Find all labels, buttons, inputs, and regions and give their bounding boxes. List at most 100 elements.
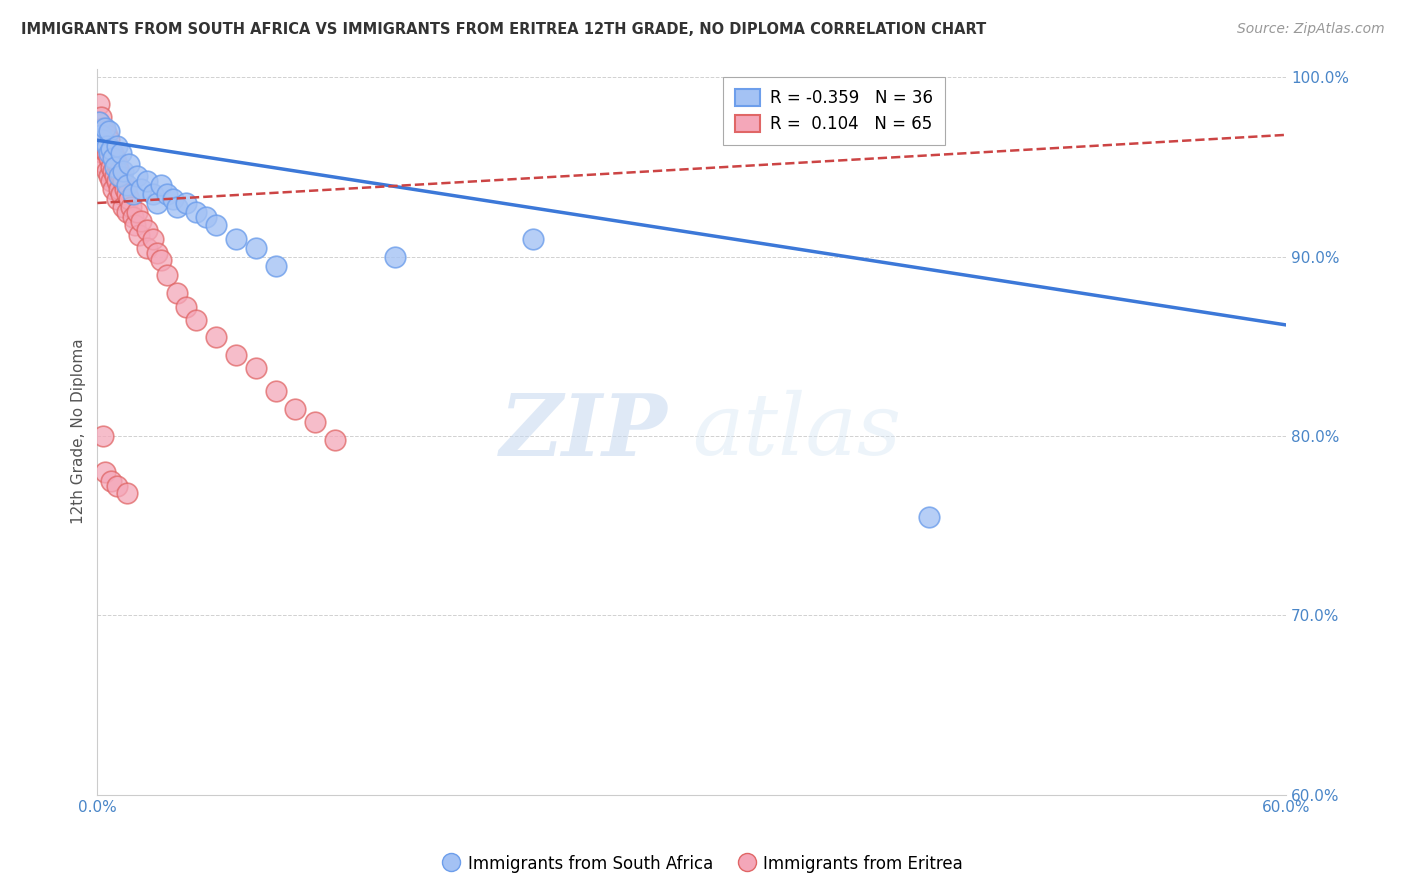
Point bbox=[245, 361, 267, 376]
Point bbox=[100, 474, 122, 488]
Point bbox=[104, 160, 127, 174]
Point bbox=[104, 169, 127, 183]
Point bbox=[91, 133, 114, 147]
Point bbox=[100, 142, 122, 156]
Point bbox=[90, 142, 112, 156]
Point bbox=[96, 163, 118, 178]
Point bbox=[90, 128, 112, 142]
Point bbox=[108, 169, 131, 183]
Point bbox=[105, 138, 128, 153]
Point bbox=[105, 479, 128, 493]
Point bbox=[264, 259, 287, 273]
Point bbox=[118, 156, 141, 170]
Point bbox=[89, 97, 111, 112]
Point bbox=[186, 312, 208, 326]
Point bbox=[94, 124, 117, 138]
Point bbox=[166, 200, 188, 214]
Point bbox=[323, 433, 346, 447]
Point bbox=[225, 348, 247, 362]
Point bbox=[110, 169, 132, 183]
Point bbox=[264, 384, 287, 399]
Point bbox=[98, 145, 121, 160]
Point bbox=[112, 174, 135, 188]
Point bbox=[91, 133, 114, 147]
Point bbox=[142, 187, 165, 202]
Point bbox=[156, 187, 179, 202]
Point bbox=[142, 232, 165, 246]
Point bbox=[105, 156, 128, 170]
Point bbox=[110, 145, 132, 160]
Point bbox=[103, 181, 125, 195]
Point bbox=[135, 174, 157, 188]
Point bbox=[284, 402, 307, 417]
Point bbox=[135, 241, 157, 255]
Point bbox=[129, 181, 152, 195]
Point bbox=[98, 124, 121, 138]
Point bbox=[304, 415, 326, 429]
Point bbox=[96, 138, 118, 153]
Text: atlas: atlas bbox=[692, 391, 901, 473]
Legend: R = -0.359   N = 36, R =  0.104   N = 65: R = -0.359 N = 36, R = 0.104 N = 65 bbox=[724, 77, 945, 145]
Point bbox=[114, 181, 136, 195]
Point bbox=[100, 174, 122, 188]
Text: ZIP: ZIP bbox=[501, 390, 668, 474]
Point bbox=[94, 120, 117, 135]
Point bbox=[118, 193, 141, 207]
Point bbox=[205, 218, 228, 232]
Y-axis label: 12th Grade, No Diploma: 12th Grade, No Diploma bbox=[72, 339, 86, 524]
Point bbox=[98, 133, 121, 147]
Point bbox=[90, 128, 112, 142]
Point bbox=[149, 253, 172, 268]
Point bbox=[125, 205, 148, 219]
Point bbox=[94, 156, 117, 170]
Point bbox=[108, 163, 131, 178]
Point bbox=[89, 115, 111, 129]
Point bbox=[384, 250, 406, 264]
Point bbox=[120, 200, 142, 214]
Point bbox=[91, 145, 114, 160]
Point bbox=[186, 205, 208, 219]
Point bbox=[245, 241, 267, 255]
Text: Source: ZipAtlas.com: Source: ZipAtlas.com bbox=[1237, 22, 1385, 37]
Point bbox=[98, 169, 121, 183]
Point bbox=[105, 174, 128, 188]
Point bbox=[125, 169, 148, 183]
Point bbox=[115, 187, 138, 202]
Point bbox=[124, 218, 146, 232]
Point bbox=[146, 246, 169, 260]
Point bbox=[108, 181, 131, 195]
Text: IMMIGRANTS FROM SOUTH AFRICA VS IMMIGRANTS FROM ERITREA 12TH GRADE, NO DIPLOMA C: IMMIGRANTS FROM SOUTH AFRICA VS IMMIGRAN… bbox=[21, 22, 987, 37]
Point bbox=[100, 160, 122, 174]
Point bbox=[149, 178, 172, 192]
Point bbox=[105, 193, 128, 207]
Point bbox=[176, 300, 198, 314]
Point bbox=[176, 196, 198, 211]
Point bbox=[91, 120, 114, 135]
Point bbox=[166, 285, 188, 300]
Point bbox=[89, 115, 111, 129]
Point bbox=[225, 232, 247, 246]
Point bbox=[522, 232, 544, 246]
Point bbox=[96, 145, 118, 160]
Point bbox=[135, 223, 157, 237]
Point bbox=[918, 509, 941, 524]
Point bbox=[156, 268, 179, 282]
Point bbox=[96, 128, 118, 142]
Point bbox=[103, 163, 125, 178]
Point bbox=[98, 151, 121, 165]
Point bbox=[104, 151, 127, 165]
Point bbox=[103, 145, 125, 160]
Point bbox=[128, 228, 150, 243]
Point bbox=[195, 211, 218, 225]
Point bbox=[91, 429, 114, 443]
Point bbox=[112, 200, 135, 214]
Point bbox=[112, 163, 135, 178]
Point bbox=[122, 211, 145, 225]
Point bbox=[122, 187, 145, 202]
Point bbox=[110, 187, 132, 202]
Legend: Immigrants from South Africa, Immigrants from Eritrea: Immigrants from South Africa, Immigrants… bbox=[436, 848, 970, 880]
Point bbox=[94, 465, 117, 479]
Point bbox=[94, 138, 117, 153]
Point bbox=[205, 330, 228, 344]
Point bbox=[115, 486, 138, 500]
